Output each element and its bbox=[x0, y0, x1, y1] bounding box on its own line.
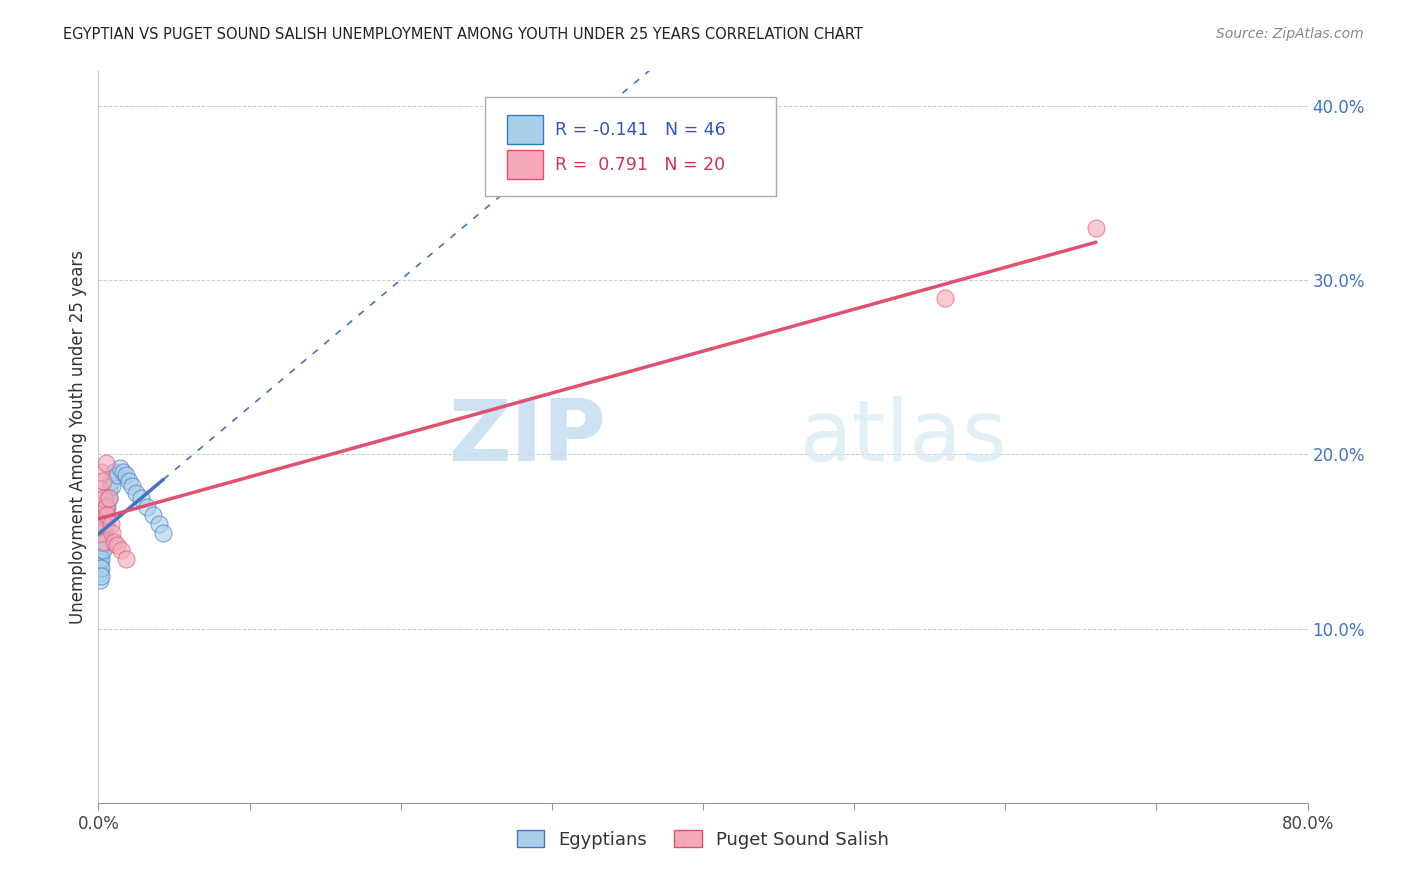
Point bbox=[93, 521, 115, 535]
Point bbox=[89, 483, 111, 497]
Point bbox=[148, 517, 170, 532]
Point bbox=[101, 525, 124, 540]
Point bbox=[93, 525, 115, 540]
Point bbox=[89, 560, 111, 574]
Point bbox=[100, 517, 122, 532]
Point bbox=[110, 543, 132, 558]
Point bbox=[114, 468, 136, 483]
Point bbox=[90, 569, 112, 583]
Point bbox=[103, 534, 125, 549]
FancyBboxPatch shape bbox=[508, 150, 543, 179]
Text: R = -0.141   N = 46: R = -0.141 N = 46 bbox=[555, 120, 727, 138]
Point bbox=[105, 468, 128, 483]
Point bbox=[89, 566, 111, 580]
Text: EGYPTIAN VS PUGET SOUND SALISH UNEMPLOYMENT AMONG YOUTH UNDER 25 YEARS CORRELATI: EGYPTIAN VS PUGET SOUND SALISH UNEMPLOYM… bbox=[63, 27, 863, 42]
Point bbox=[96, 491, 118, 505]
Point bbox=[91, 517, 114, 532]
Point bbox=[94, 508, 117, 523]
Text: atlas: atlas bbox=[800, 395, 1008, 479]
Point bbox=[89, 549, 111, 563]
Point bbox=[98, 491, 121, 505]
Point bbox=[94, 456, 117, 470]
Point bbox=[90, 525, 112, 540]
Point bbox=[90, 552, 112, 566]
Point bbox=[94, 517, 117, 532]
Point bbox=[142, 508, 165, 523]
Point bbox=[93, 508, 115, 523]
Point bbox=[96, 500, 118, 514]
Point bbox=[91, 534, 114, 549]
Point bbox=[94, 500, 117, 514]
Point bbox=[90, 560, 112, 574]
Text: Source: ZipAtlas.com: Source: ZipAtlas.com bbox=[1216, 27, 1364, 41]
Point bbox=[91, 521, 114, 535]
Point bbox=[98, 491, 121, 505]
Point bbox=[105, 538, 128, 552]
Point bbox=[91, 517, 114, 532]
FancyBboxPatch shape bbox=[485, 97, 776, 195]
Point bbox=[100, 474, 122, 488]
Point bbox=[91, 525, 114, 540]
Point bbox=[90, 465, 112, 479]
Point bbox=[114, 552, 136, 566]
Point bbox=[93, 534, 115, 549]
Point bbox=[93, 514, 115, 528]
Point bbox=[111, 465, 134, 479]
Point bbox=[93, 491, 115, 505]
Point bbox=[89, 543, 111, 558]
Point bbox=[89, 525, 111, 540]
Point bbox=[89, 534, 111, 549]
Point bbox=[118, 474, 141, 488]
Point bbox=[89, 556, 111, 570]
Point bbox=[1085, 221, 1108, 235]
Point bbox=[98, 483, 121, 497]
Legend: Egyptians, Puget Sound Salish: Egyptians, Puget Sound Salish bbox=[510, 823, 896, 856]
Point bbox=[129, 491, 152, 505]
Point bbox=[101, 479, 124, 493]
Point bbox=[94, 500, 117, 514]
Point bbox=[96, 508, 118, 523]
Point bbox=[90, 538, 112, 552]
Point bbox=[91, 543, 114, 558]
Point bbox=[125, 485, 148, 500]
Point bbox=[89, 538, 111, 552]
Point bbox=[135, 500, 157, 514]
Point bbox=[89, 573, 111, 587]
Point bbox=[90, 543, 112, 558]
Point bbox=[934, 291, 956, 305]
Point bbox=[121, 479, 143, 493]
Text: R =  0.791   N = 20: R = 0.791 N = 20 bbox=[555, 156, 725, 174]
Point bbox=[152, 525, 174, 540]
Point bbox=[90, 534, 112, 549]
Point bbox=[91, 474, 114, 488]
Y-axis label: Unemployment Among Youth under 25 years: Unemployment Among Youth under 25 years bbox=[69, 250, 87, 624]
Point bbox=[108, 461, 131, 475]
FancyBboxPatch shape bbox=[508, 115, 543, 145]
Point bbox=[90, 508, 112, 523]
Text: ZIP: ZIP bbox=[449, 395, 606, 479]
Point bbox=[103, 465, 125, 479]
